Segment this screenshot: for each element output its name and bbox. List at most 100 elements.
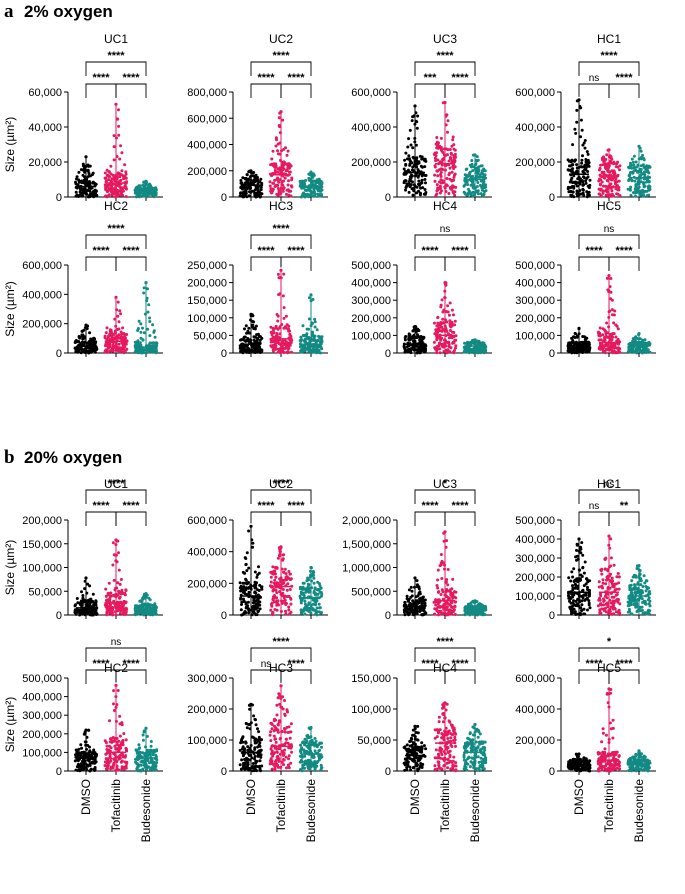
data-point: [441, 298, 444, 301]
data-point: [409, 347, 412, 350]
data-point: [440, 563, 443, 566]
data-point: [609, 277, 612, 280]
data-point: [408, 588, 411, 591]
data-point: [434, 180, 437, 183]
data-point: [122, 613, 125, 616]
data-point: [252, 610, 255, 613]
significance-bracket: ****: [445, 72, 475, 98]
data-point-max: [114, 103, 117, 106]
significance-label: ****: [92, 245, 110, 257]
data-point: [246, 345, 249, 348]
data-point: [306, 328, 309, 331]
data-point: [404, 189, 407, 192]
data-point: [474, 162, 477, 165]
significance-label: ****: [287, 500, 305, 512]
data-point: [420, 600, 423, 603]
data-point: [420, 613, 423, 616]
significance-label: ****: [451, 72, 469, 84]
significance-label: ****: [585, 245, 603, 257]
data-point: [81, 187, 84, 190]
data-point: [140, 337, 143, 340]
significance-bracket: ****: [609, 72, 639, 98]
data-point: [481, 341, 484, 344]
significance-bracket: ****: [251, 500, 281, 526]
data-point: [116, 195, 119, 198]
data-point: [284, 177, 287, 180]
data-point: [115, 587, 118, 590]
data-point: [412, 336, 415, 339]
data-point: [612, 195, 615, 198]
data-point: [453, 608, 456, 611]
data-point: [443, 342, 446, 345]
y-tick-label: 50,000: [28, 586, 62, 598]
data-point: [632, 161, 635, 164]
data-point: [252, 171, 255, 174]
data-point: [578, 166, 581, 169]
data-point: [604, 332, 607, 335]
data-point: [300, 602, 303, 605]
data-point: [290, 611, 293, 614]
data-point: [627, 166, 630, 169]
data-point: [436, 322, 439, 325]
data-point: [104, 195, 107, 198]
data-point: [242, 571, 245, 574]
data-point: [572, 187, 575, 190]
data-point: [611, 299, 614, 302]
data-point: [317, 593, 320, 596]
data-point: [422, 337, 425, 340]
data-point: [303, 345, 306, 348]
chart-title: UC1: [104, 32, 128, 46]
data-point: [276, 149, 279, 152]
data-point: [599, 183, 602, 186]
data-point: [289, 603, 292, 606]
data-point: [244, 578, 247, 581]
data-point: [277, 315, 280, 318]
data-point: [278, 590, 281, 593]
significance-bracket: ****: [86, 245, 116, 271]
data-point: [404, 336, 407, 339]
series-tofacitinib: [269, 110, 294, 197]
data-point: [250, 538, 253, 541]
significance-label: ****: [615, 245, 633, 257]
data-point: [282, 557, 285, 560]
data-point: [303, 582, 306, 585]
data-point: [609, 285, 612, 288]
data-point: [630, 167, 633, 170]
series-budesonide: [299, 566, 324, 617]
data-point: [146, 287, 149, 290]
data-point: [242, 598, 245, 601]
data-point: [640, 157, 643, 160]
data-point: [604, 350, 607, 353]
data-point: [286, 154, 289, 157]
data-point: [140, 604, 143, 607]
data-point: [412, 189, 415, 192]
data-point: [466, 193, 469, 196]
data-point: [240, 603, 243, 606]
data-point: [314, 601, 317, 604]
data-point: [444, 164, 447, 167]
data-point: [450, 612, 453, 615]
data-point: [637, 338, 640, 341]
data-point: [146, 349, 149, 352]
data-point: [444, 318, 447, 321]
data-point-max: [309, 171, 312, 174]
data-point: [119, 607, 122, 610]
data-point: [464, 613, 467, 616]
data-point: [580, 119, 583, 122]
significance-label: ****: [107, 478, 125, 490]
data-point-max: [279, 269, 282, 272]
series-budesonide: [299, 171, 324, 199]
data-point: [445, 349, 448, 352]
data-point: [612, 346, 615, 349]
data-point: [273, 179, 276, 182]
data-point: [413, 140, 416, 143]
data-point: [640, 150, 643, 153]
data-point: [408, 334, 411, 337]
data-point: [123, 163, 126, 166]
data-point: [444, 606, 447, 609]
data-point: [110, 329, 113, 332]
y-tick-label: 600,000: [22, 260, 62, 272]
data-point: [574, 159, 577, 162]
data-point: [119, 144, 122, 147]
data-point: [481, 189, 484, 192]
